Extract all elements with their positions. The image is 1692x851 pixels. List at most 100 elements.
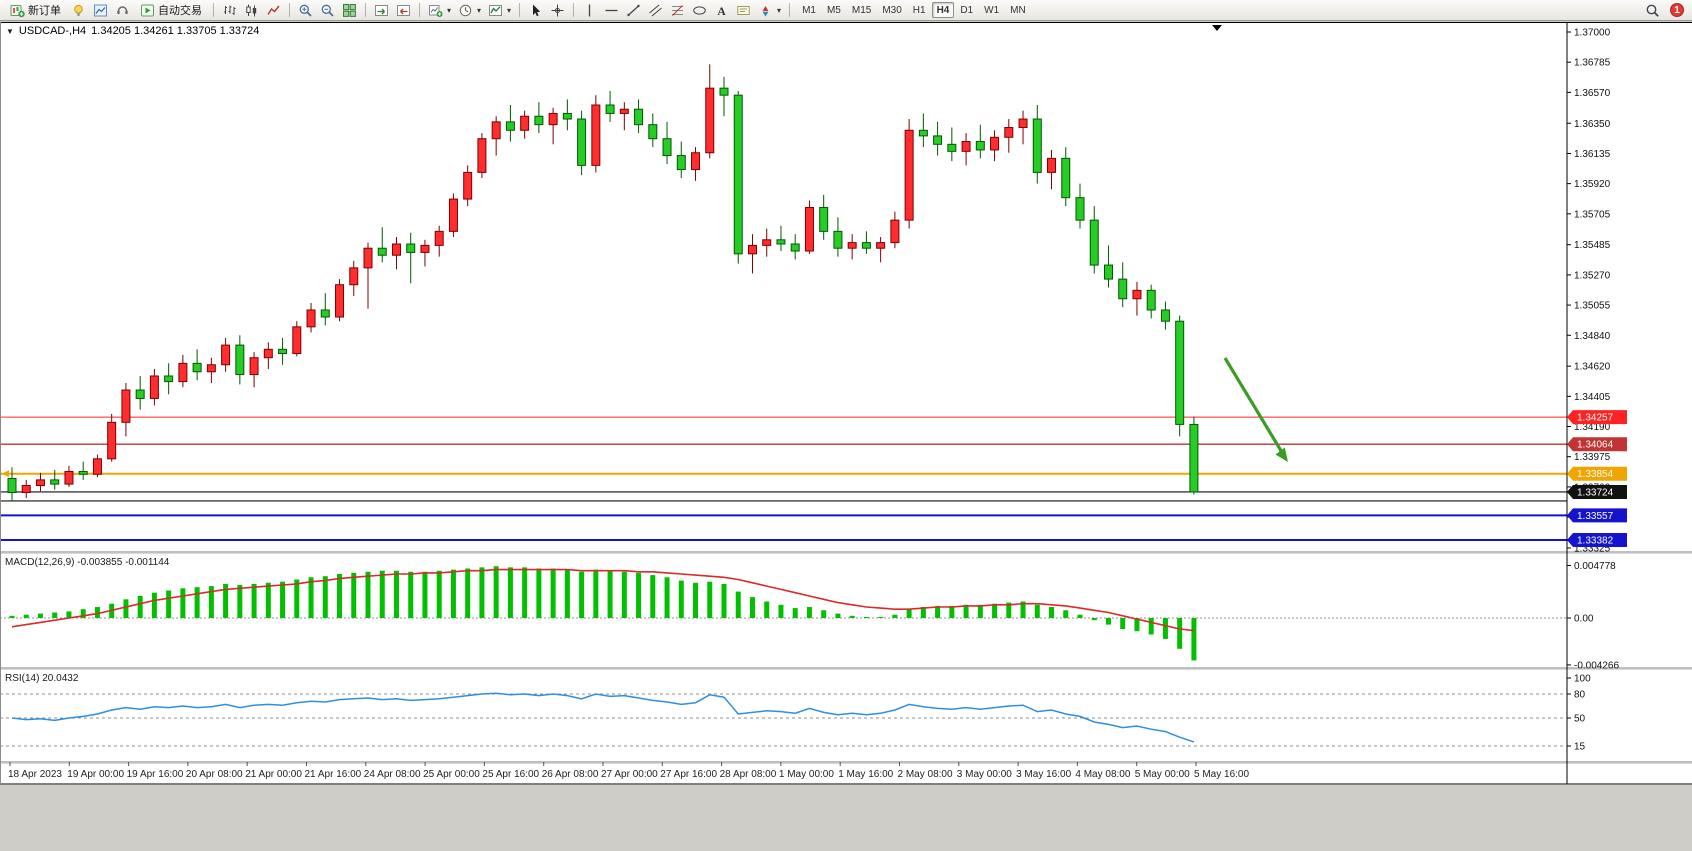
candle-body	[463, 171, 473, 200]
horizontal-line-button[interactable]	[601, 1, 622, 19]
text-label-button[interactable]	[733, 1, 754, 19]
svg-text:28 Apr 08:00: 28 Apr 08:00	[720, 769, 777, 780]
svg-text:20 Apr 08:00: 20 Apr 08:00	[186, 769, 243, 780]
market-watch-button[interactable]	[112, 1, 133, 19]
timeframe-w1[interactable]: W1	[984, 5, 1000, 16]
timeframe-mn[interactable]: MN	[1010, 5, 1026, 16]
price-level-lines[interactable]	[0, 416, 1567, 541]
cursor-button[interactable]	[525, 1, 546, 19]
svg-text:1.35920: 1.35920	[1574, 179, 1611, 190]
crosshair-button[interactable]	[547, 1, 568, 19]
line-chart-button[interactable]	[263, 1, 284, 19]
candle-body	[1075, 197, 1085, 221]
bar-chart-button[interactable]	[219, 1, 240, 19]
price-badge: 1.33854	[1567, 466, 1627, 481]
candle-body	[278, 348, 288, 355]
candle-body	[349, 267, 359, 286]
candle-body	[121, 389, 131, 423]
new-order-button[interactable]: 新订单	[4, 1, 67, 19]
candle-body	[591, 104, 601, 166]
candle-body	[1118, 278, 1128, 300]
new-chart-button[interactable]: ▾	[425, 1, 454, 19]
timeframe-m5[interactable]: M5	[826, 5, 841, 16]
tile-windows-button[interactable]	[339, 1, 360, 19]
candle-body	[548, 112, 558, 126]
trend-arrow-annotation[interactable]	[1223, 357, 1288, 462]
auto-scroll-button[interactable]	[371, 1, 392, 19]
candle-body	[164, 375, 174, 383]
arrows-button[interactable]: ▾	[755, 1, 784, 19]
price-badge: 1.34064	[1567, 437, 1627, 452]
zoom-in-button[interactable]	[295, 1, 316, 19]
auto-scroll-icon	[375, 4, 388, 16]
candle-body	[562, 112, 572, 120]
timeframe-d1[interactable]: D1	[960, 5, 974, 16]
candle-body	[1032, 118, 1042, 173]
candle-body	[819, 207, 829, 232]
chart-dropdown-icon[interactable]: ▼	[6, 26, 14, 36]
price-badge: 1.33724	[1567, 484, 1627, 499]
shapes-button[interactable]	[689, 1, 710, 19]
fibonacci-button[interactable]	[667, 1, 688, 19]
toolbar-separator	[573, 3, 575, 17]
tips-button[interactable]	[68, 1, 89, 19]
timeframe-m15[interactable]: M15	[851, 5, 872, 16]
svg-text:1.36350: 1.36350	[1574, 119, 1611, 130]
candle-body	[1146, 289, 1156, 311]
chart-shift-button[interactable]	[393, 1, 414, 19]
candle-body	[534, 115, 544, 126]
scroll-marker-icon[interactable]	[1212, 25, 1222, 31]
dropdown-caret-icon: ▾	[477, 5, 482, 15]
price-badges: 1.34257 1.34064 1.33854 1.33724 1.33557 1.333…	[1567, 410, 1627, 547]
candle-body	[363, 247, 373, 269]
svg-text:1.35270: 1.35270	[1574, 270, 1611, 281]
candle-body	[21, 484, 31, 494]
toolbar-separator	[213, 3, 214, 17]
profiles-button[interactable]	[90, 1, 111, 19]
trendline-button[interactable]	[623, 1, 644, 19]
candle-body	[192, 362, 202, 373]
svg-text:1.34064: 1.34064	[1577, 440, 1614, 451]
time-axis[interactable]: 18 Apr 2023 19 Apr 00:00 19 Apr 16:00 20 Ap…	[8, 762, 1249, 780]
indicators-button[interactable]: ▾	[485, 1, 514, 19]
new-order-button-label: 新订单	[28, 5, 61, 17]
search-button[interactable]	[1642, 1, 1663, 19]
candle-body	[634, 108, 644, 126]
vline-icon	[588, 4, 591, 16]
headset-icon	[117, 5, 128, 14]
text-button[interactable]: A	[711, 1, 732, 19]
rsi-pane: 100 80 50 15	[0, 674, 1591, 753]
fibonacci-icon	[672, 4, 684, 16]
svg-text:0.004778: 0.004778	[1574, 561, 1616, 572]
text-label-icon	[737, 5, 750, 15]
periods-button[interactable]: ▾	[455, 1, 484, 19]
chart-canvas[interactable]: 1.37000 1.36785 1.36570 1.36350 1.36135 1.359…	[0, 22, 1692, 785]
candle-body	[662, 138, 672, 157]
candle-body	[1061, 157, 1071, 199]
svg-text:1.33325: 1.33325	[1574, 543, 1611, 554]
svg-text:A: A	[717, 5, 726, 17]
vertical-line-button[interactable]	[579, 1, 600, 19]
new-chart-icon	[429, 4, 443, 17]
svg-text:1.33724: 1.33724	[1577, 487, 1614, 498]
autotrade-icon	[141, 4, 154, 16]
auto-trading-button-label: 自动交易	[158, 5, 202, 17]
timeframe-m30[interactable]: M30	[882, 5, 902, 16]
toolbar: 新订单 自动交易 ▾ ▾ ▾ A ▾ M1 M5 M15 M30 H1 H4 D1 W1 MN 1	[0, 0, 1692, 21]
candle-body	[1132, 289, 1142, 300]
auto-trading-button[interactable]: 自动交易	[134, 1, 208, 19]
svg-text:1.35705: 1.35705	[1574, 209, 1611, 220]
svg-text:1.37000: 1.37000	[1574, 28, 1611, 39]
clock-icon	[459, 4, 472, 16]
candle-body	[434, 230, 444, 246]
candlestick-chart-button[interactable]	[241, 1, 262, 19]
equidistant-channel-button[interactable]	[645, 1, 666, 19]
timeframe-h4[interactable]: H4	[931, 2, 955, 18]
timeframe-m1[interactable]: M1	[802, 5, 816, 16]
zoom-out-button[interactable]	[317, 1, 338, 19]
timeframe-h1[interactable]: H1	[912, 5, 926, 16]
arrows-icon	[762, 5, 769, 17]
candle-body	[491, 121, 501, 140]
profile-icon	[94, 4, 107, 16]
notification-badge[interactable]: 1	[1670, 3, 1684, 17]
